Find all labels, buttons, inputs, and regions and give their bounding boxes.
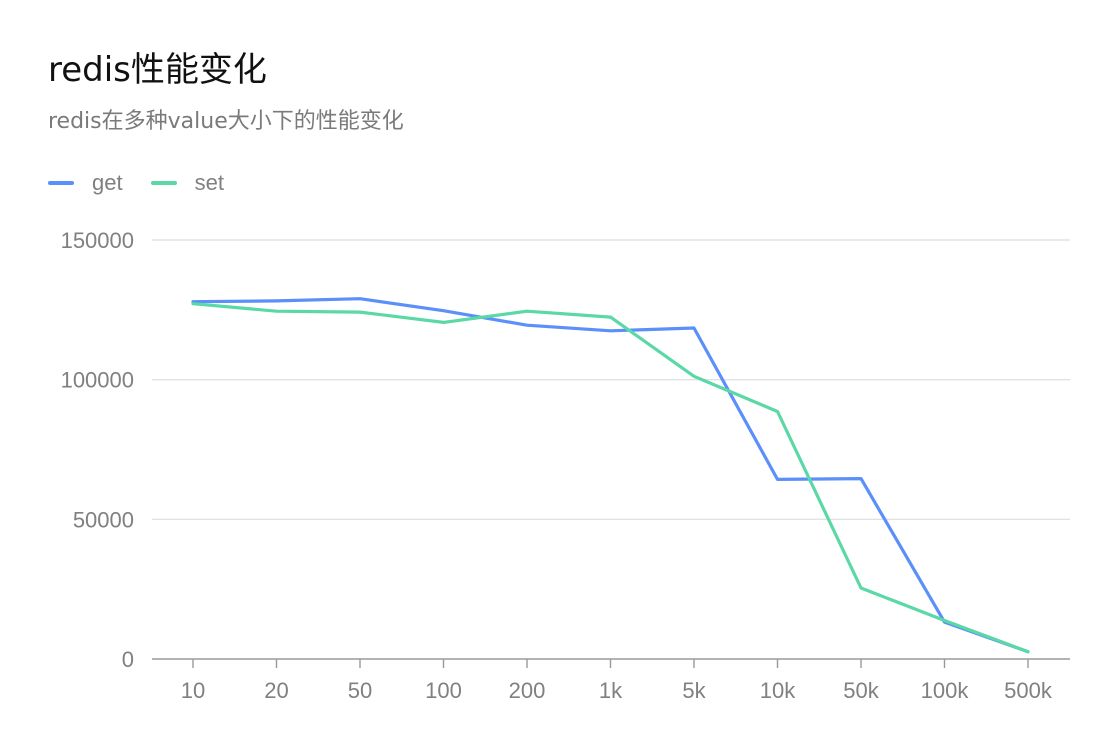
- grid: [152, 239, 1070, 660]
- legend-item-set[interactable]: set: [150, 170, 224, 196]
- x-tick-label: 50k: [843, 678, 879, 703]
- y-tick-label: 0: [122, 647, 134, 672]
- legend-item-get[interactable]: get: [48, 170, 123, 196]
- y-tick-label: 150000: [61, 228, 134, 253]
- legend-label-get: get: [92, 170, 123, 195]
- x-tick-label: 1k: [599, 678, 623, 703]
- legend-swatch-get: [48, 181, 74, 185]
- x-tick-label: 20: [264, 678, 288, 703]
- y-tick-label: 100000: [61, 368, 134, 393]
- x-axis: 10 20 50 100 200 1k 5k 10k 50k 100k 500k: [181, 659, 1053, 703]
- series-line-set: [191, 302, 1030, 654]
- y-axis: 0 50000 100000 150000: [61, 228, 134, 672]
- chart-subtitle: redis在多种value大小下的性能变化: [48, 109, 404, 134]
- legend-swatch-set: [150, 181, 177, 185]
- legend-label-set: set: [194, 170, 224, 195]
- legend: get set: [48, 170, 252, 196]
- x-tick-label: 200: [509, 678, 546, 703]
- x-tick-label: 500k: [1004, 678, 1053, 703]
- series-line-get: [191, 297, 1030, 654]
- chart-title: redis性能变化: [48, 50, 267, 90]
- y-tick-label: 50000: [73, 507, 134, 532]
- x-tick-label: 50: [348, 678, 372, 703]
- x-tick-label: 5k: [682, 678, 706, 703]
- x-tick-label: 100k: [921, 678, 970, 703]
- x-tick-label: 10k: [760, 678, 796, 703]
- x-tick-label: 100: [425, 678, 462, 703]
- series: [191, 297, 1030, 654]
- x-tick-label: 10: [181, 678, 205, 703]
